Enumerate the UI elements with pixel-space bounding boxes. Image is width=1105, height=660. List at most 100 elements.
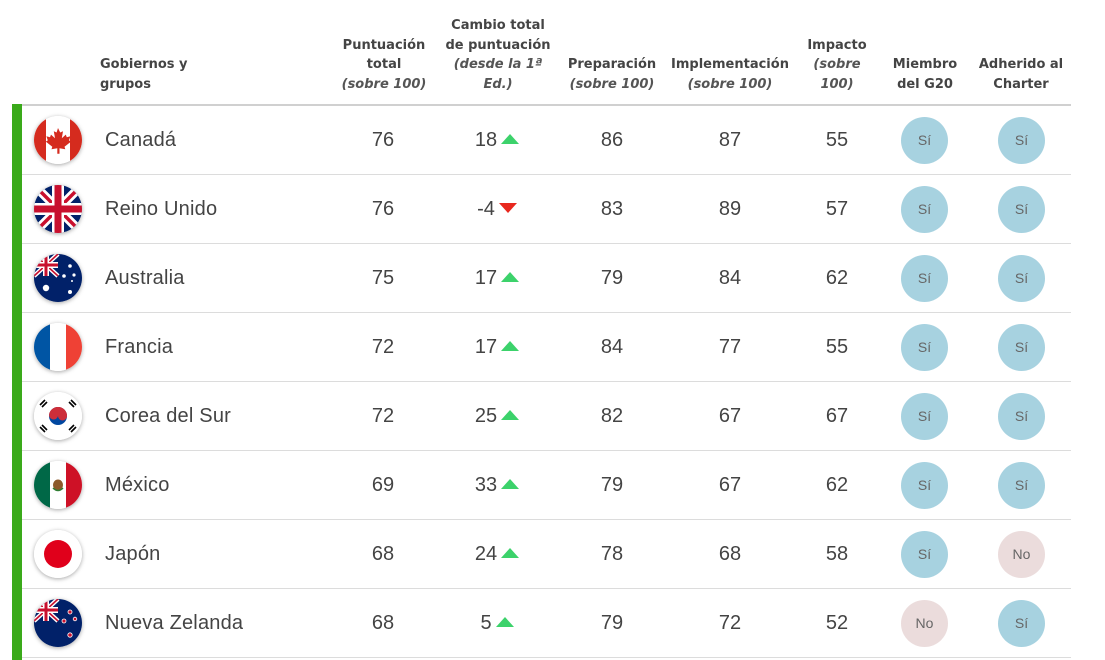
total-score: 68 <box>371 612 395 634</box>
table-header: Gobiernos y grupos Puntuación total (sob… <box>0 0 1105 106</box>
g20-badge: Sí <box>901 255 948 302</box>
uk-flag-icon <box>34 185 82 233</box>
arrow-up-icon <box>495 616 514 627</box>
preparation-score: 86 <box>600 129 624 151</box>
arrow-down-icon <box>498 202 517 213</box>
total-score: 72 <box>371 336 395 358</box>
charter-badge: Sí <box>998 462 1045 509</box>
impact-score: 67 <box>825 405 849 427</box>
score-change-value: -4 <box>477 198 495 220</box>
table-row[interactable]: Francia 72 17 84 77 55 Sí Sí <box>22 313 1071 382</box>
japan-flag-icon <box>34 530 82 578</box>
implementation-score: 87 <box>718 129 742 151</box>
country-name[interactable]: Corea del Sur <box>105 405 231 427</box>
country-name[interactable]: Nueva Zelanda <box>105 612 244 634</box>
preparation-score: 78 <box>600 543 624 565</box>
total-score: 68 <box>371 543 395 565</box>
arrow-up-icon <box>501 340 520 351</box>
country-name[interactable]: Francia <box>105 336 174 358</box>
impact-score: 62 <box>825 474 849 496</box>
g20-badge: Sí <box>901 186 948 233</box>
score-change: 24 <box>447 520 547 589</box>
charter-badge: Sí <box>998 324 1045 371</box>
g20-badge: Sí <box>901 462 948 509</box>
preparation-score: 82 <box>600 405 624 427</box>
score-change-value: 17 <box>474 267 498 289</box>
country-name[interactable]: Australia <box>105 267 185 289</box>
australia-flag-icon <box>34 254 82 302</box>
score-change: 33 <box>447 451 547 520</box>
g20-badge: Sí <box>901 531 948 578</box>
impact-score: 52 <box>825 612 849 634</box>
score-change: 25 <box>447 382 547 451</box>
south-korea-flag-icon <box>34 392 82 440</box>
header-implementation[interactable]: Implementación (sobre 100) <box>671 57 789 92</box>
implementation-score: 72 <box>718 612 742 634</box>
header-country[interactable]: Gobiernos y grupos <box>100 57 188 92</box>
mexico-flag-icon <box>34 461 82 509</box>
impact-score: 55 <box>825 336 849 358</box>
score-change-value: 25 <box>474 405 498 427</box>
country-name[interactable]: México <box>105 474 170 496</box>
table-row[interactable]: Canadá 76 18 86 87 55 Sí Sí <box>22 106 1071 175</box>
score-change-value: 24 <box>474 543 498 565</box>
table-row[interactable]: México 69 33 79 67 62 Sí Sí <box>22 451 1071 520</box>
arrow-up-icon <box>501 547 520 558</box>
g20-badge: Sí <box>901 393 948 440</box>
impact-score: 58 <box>825 543 849 565</box>
header-impact[interactable]: Impacto (sobre 100) <box>807 37 867 92</box>
charter-badge: Sí <box>998 393 1045 440</box>
charter-badge: Sí <box>998 255 1045 302</box>
table-row[interactable]: Reino Unido 76 -4 83 89 57 Sí Sí <box>22 175 1071 244</box>
header-divider <box>22 104 1071 106</box>
new-zealand-flag-icon <box>34 599 82 647</box>
arrow-up-icon <box>501 271 520 282</box>
score-change-value: 5 <box>480 612 492 634</box>
implementation-score: 68 <box>718 543 742 565</box>
impact-score: 57 <box>825 198 849 220</box>
total-score: 72 <box>371 405 395 427</box>
country-name[interactable]: Japón <box>105 543 161 565</box>
score-change: 17 <box>447 313 547 382</box>
header-charter[interactable]: Adherido al Charter <box>978 57 1064 92</box>
preparation-score: 83 <box>600 198 624 220</box>
score-change: -4 <box>447 175 547 244</box>
total-score: 69 <box>371 474 395 496</box>
implementation-score: 67 <box>718 474 742 496</box>
score-change: 17 <box>447 244 547 313</box>
canada-flag-icon <box>34 116 82 164</box>
preparation-score: 79 <box>600 474 624 496</box>
france-flag-icon <box>34 323 82 371</box>
g20-badge: No <box>901 600 948 647</box>
implementation-score: 67 <box>718 405 742 427</box>
header-total-score[interactable]: Puntuación total (sobre 100) <box>341 37 427 92</box>
arrow-up-icon <box>501 409 520 420</box>
charter-badge: No <box>998 531 1045 578</box>
charter-badge: Sí <box>998 117 1045 164</box>
header-score-change[interactable]: Cambio total de puntuación (desde la 1ª … <box>445 18 551 92</box>
total-score: 76 <box>371 198 395 220</box>
total-score: 75 <box>371 267 395 289</box>
charter-badge: Sí <box>998 600 1045 647</box>
score-change-value: 18 <box>474 129 498 151</box>
table-row[interactable]: Corea del Sur 72 25 82 67 67 Sí Sí <box>22 382 1071 451</box>
table-row[interactable]: Nueva Zelanda 68 5 79 72 52 No Sí <box>22 589 1071 658</box>
implementation-score: 77 <box>718 336 742 358</box>
table-row[interactable]: Australia 75 17 79 84 62 Sí Sí <box>22 244 1071 313</box>
country-name[interactable]: Canadá <box>105 129 177 151</box>
score-change-value: 33 <box>474 474 498 496</box>
score-change-value: 17 <box>474 336 498 358</box>
charter-badge: Sí <box>998 186 1045 233</box>
g20-badge: Sí <box>901 324 948 371</box>
total-score: 76 <box>371 129 395 151</box>
header-g20-member[interactable]: Miembro del G20 <box>892 57 958 92</box>
country-name[interactable]: Reino Unido <box>105 198 218 220</box>
implementation-score: 84 <box>718 267 742 289</box>
table-body: Canadá 76 18 86 87 55 Sí Sí Reino Unido 76 -4 83 89 5… <box>22 106 1071 658</box>
table-row[interactable]: Japón 68 24 78 68 58 Sí No <box>22 520 1071 589</box>
header-preparation[interactable]: Preparación (sobre 100) <box>567 57 657 92</box>
arrow-up-icon <box>501 478 520 489</box>
g20-badge: Sí <box>901 117 948 164</box>
impact-score: 62 <box>825 267 849 289</box>
preparation-score: 79 <box>600 267 624 289</box>
